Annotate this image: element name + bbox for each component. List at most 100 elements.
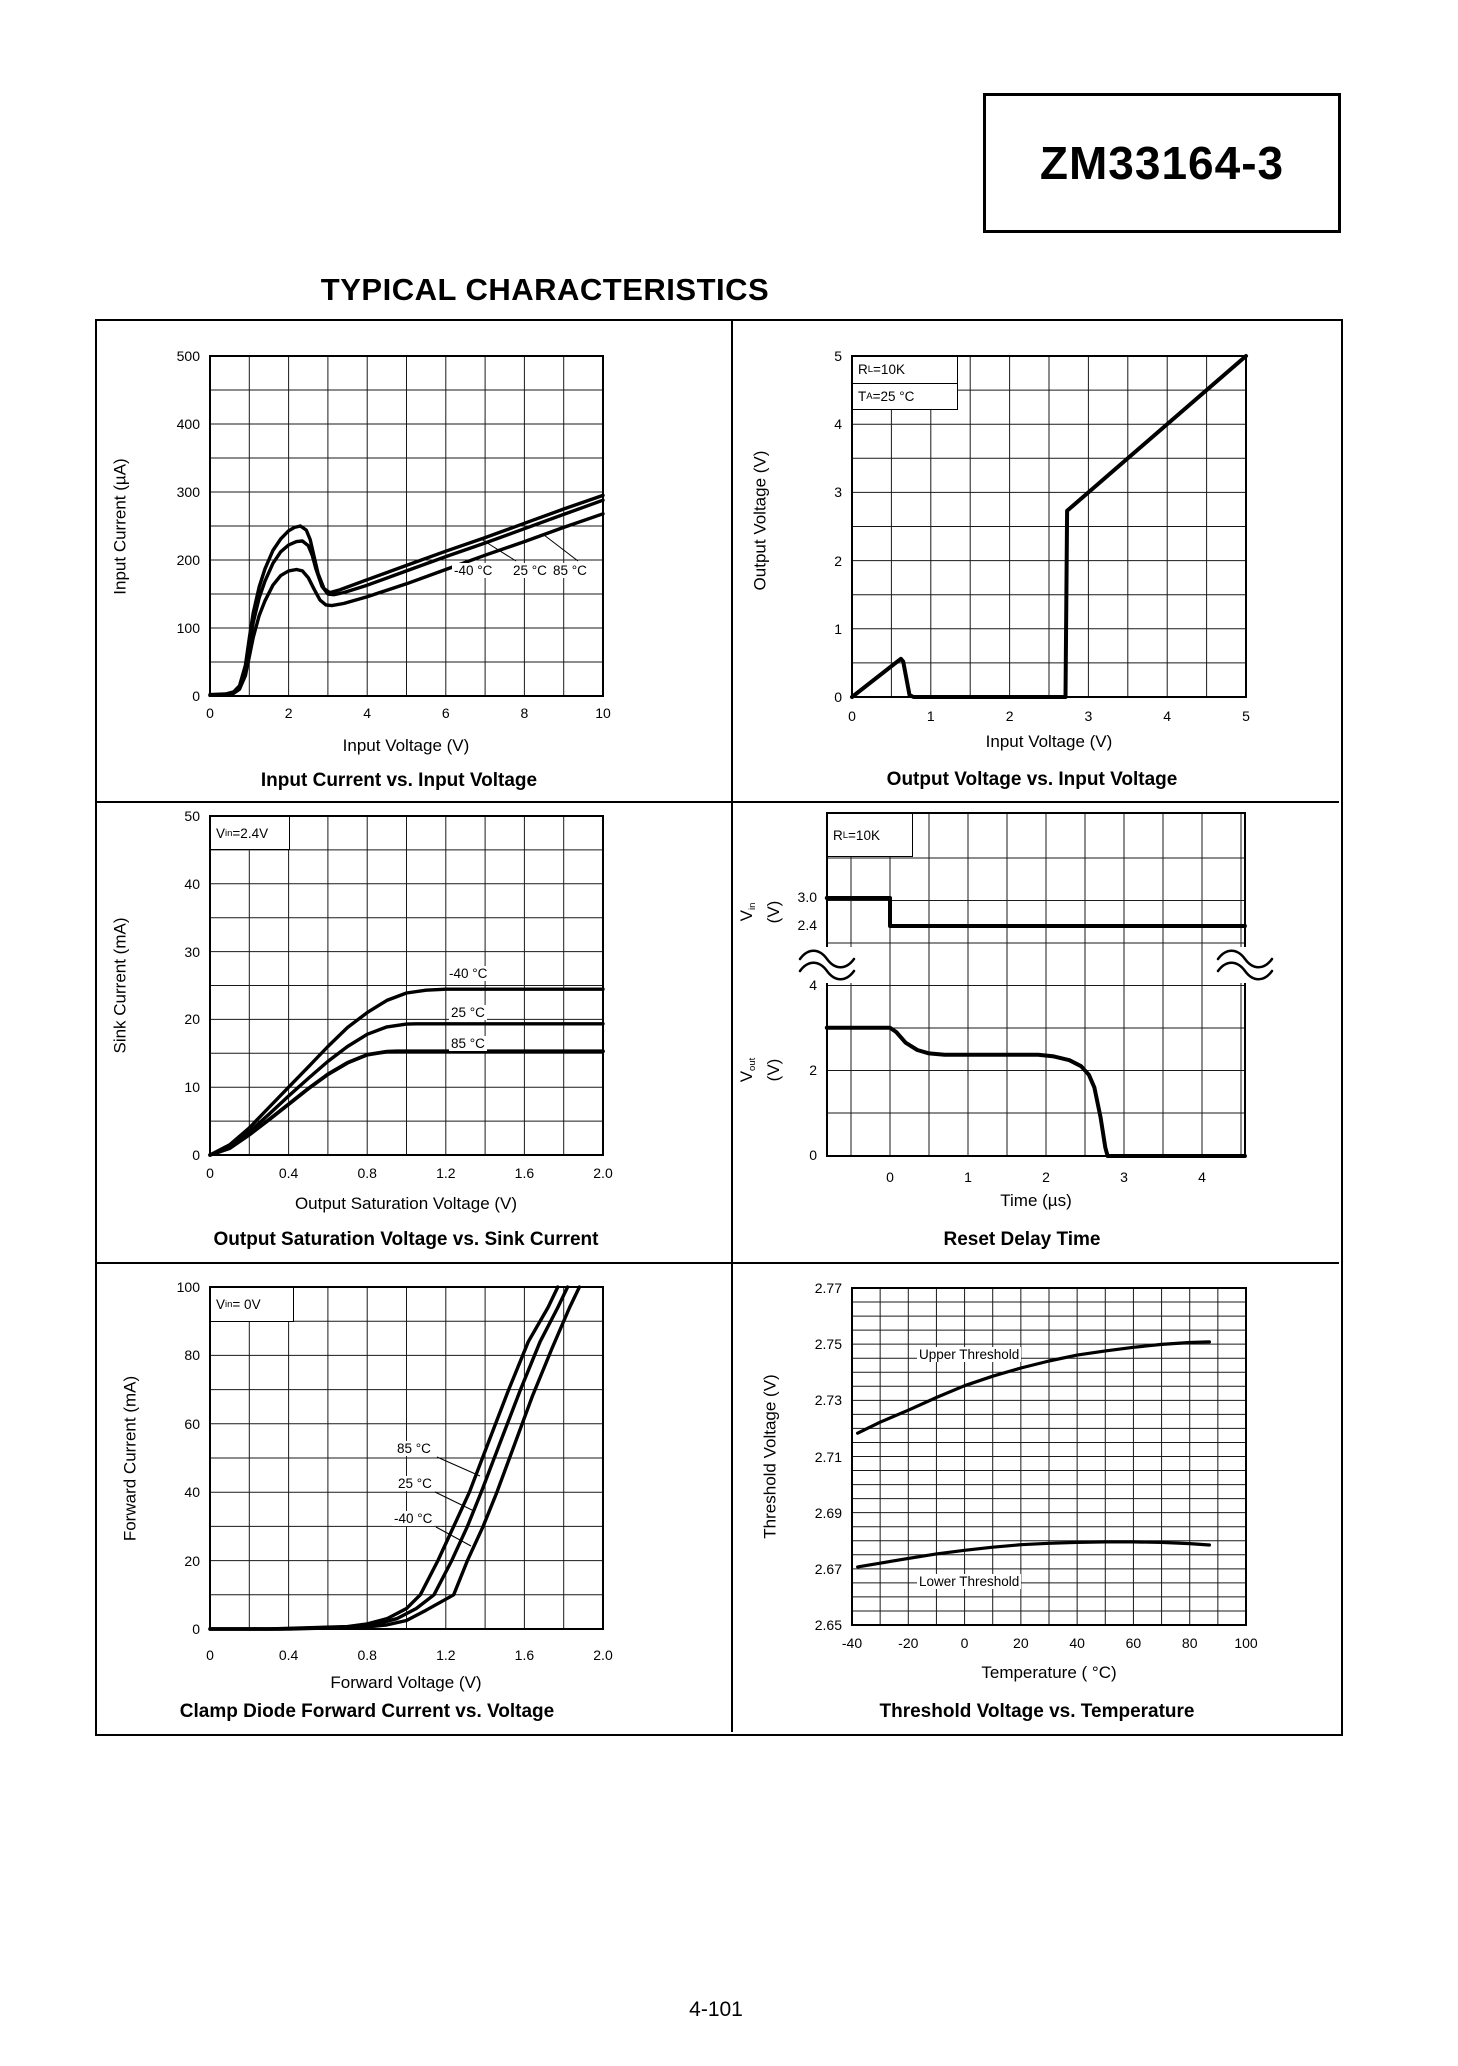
x-tick: 40 [1069, 1635, 1085, 1651]
y-tick: 200 [176, 552, 200, 568]
x-tick: 0 [960, 1635, 969, 1651]
chart-annotation: R L =10K T A =25 °C [852, 356, 958, 410]
y-tick: 40 [184, 1484, 200, 1501]
x-tick: 20 [1013, 1635, 1029, 1651]
chart4-title: Reset Delay Time [943, 1229, 1101, 1250]
chart2-xaxis-label: Input Voltage (V) [985, 732, 1113, 751]
y-tick: 100 [176, 620, 200, 636]
chart3-title: Output Saturation Voltage vs. Sink Curre… [213, 1229, 599, 1250]
chart-reset-delay-time [797, 812, 1275, 1158]
series--40-c [208, 1285, 582, 1631]
y-axis-label: Output Voltage (V) [750, 450, 770, 590]
x-tick: 8 [520, 705, 529, 721]
chart-input-current-vs-input-voltage [208, 355, 605, 697]
curve-label: Upper Threshold [917, 1347, 1022, 1362]
curve-label: 25 °C [396, 1476, 434, 1491]
chart6-xaxis-label: Temperature ( °C) [981, 1663, 1117, 1682]
x-tick: 1 [964, 1169, 972, 1185]
x-tick: 1.2 [436, 1647, 456, 1663]
frame-divider-row1 [95, 801, 1339, 803]
y-tick: 2.69 [814, 1504, 842, 1521]
chart1-title: Input Current vs. Input Voltage [260, 770, 538, 791]
y-tick: 5 [834, 348, 842, 364]
x-tick: 0 [886, 1169, 894, 1185]
x-tick: 0.8 [357, 1165, 377, 1181]
curve-label: 85 °C [551, 563, 589, 578]
y-tick: 80 [184, 1347, 200, 1364]
series-85-c [208, 1049, 605, 1157]
frame-divider-row2 [95, 1262, 1339, 1264]
x-tick: 4 [1163, 708, 1172, 724]
y-tick: 500 [176, 348, 200, 364]
frame-divider-vertical [731, 319, 733, 1732]
chart-annotation: R L =10K [827, 813, 913, 857]
chart1-xaxis-label: Input Voltage (V) [342, 736, 470, 755]
y-tick: 2.4 [797, 917, 817, 933]
x-tick: 1.2 [436, 1165, 456, 1181]
y-tick: 10 [184, 1079, 200, 1096]
y-tick: 2 [809, 1062, 817, 1078]
x-tick: 1.6 [514, 1165, 535, 1181]
series-vout [850, 354, 1248, 699]
x-tick: 0.4 [278, 1647, 299, 1663]
x-tick: 0 [206, 1165, 214, 1181]
chart5-xaxis-label: Forward Voltage (V) [330, 1673, 482, 1692]
charts-frame [95, 319, 1343, 1736]
series--40-c [208, 987, 605, 1157]
axis-break-icon [1216, 949, 1274, 969]
y-tick: 100 [176, 1279, 200, 1295]
axis-break-icon [798, 961, 856, 981]
y-tick: 4 [809, 977, 817, 993]
page-number: 4-101 [689, 1998, 743, 2021]
curve-label: 25 °C [449, 1005, 487, 1020]
y-tick: 0 [809, 1147, 817, 1163]
curve-label: 85 °C [395, 1441, 433, 1456]
y-tick: 0 [834, 689, 842, 705]
chart5-title: Clamp Diode Forward Current vs. Voltage [179, 1701, 555, 1722]
x-tick: 0.4 [278, 1165, 299, 1181]
y-tick: 4 [834, 416, 842, 433]
x-tick: 5 [1242, 708, 1250, 724]
x-tick: 0 [206, 705, 214, 721]
x-tick: 3 [1084, 708, 1093, 724]
y-tick: 40 [184, 875, 200, 892]
x-tick: 0 [206, 1647, 214, 1663]
x-tick: 2 [1005, 708, 1014, 724]
x-tick: 2 [1042, 1169, 1050, 1185]
axis-break-icon [1216, 961, 1274, 981]
y-tick: 2.73 [814, 1392, 842, 1409]
y-axis-label: Threshold Voltage (V) [760, 1373, 780, 1539]
y-tick: 2.77 [814, 1280, 842, 1296]
x-tick: 2 [284, 705, 293, 721]
y-tick: 30 [184, 943, 200, 960]
y-tick: 3.0 [797, 889, 817, 905]
x-tick: 4 [363, 705, 372, 721]
series-lower-threshold [856, 1540, 1211, 1569]
y-tick: 60 [184, 1415, 200, 1432]
y-tick: 0 [192, 1147, 200, 1163]
series-vout [824, 1025, 1247, 1158]
y-tick: 2.71 [814, 1448, 842, 1465]
x-tick: 60 [1125, 1635, 1142, 1651]
x-tick: 100 [1234, 1635, 1258, 1651]
x-tick: 10 [595, 705, 611, 721]
part-number-box: ZM33164-3 [983, 93, 1341, 233]
y-tick: 2.65 [814, 1617, 842, 1633]
y-tick: 2 [834, 552, 842, 569]
y-tick: 3 [834, 484, 842, 501]
curve-label: 85 °C [449, 1036, 487, 1051]
x-tick: 80 [1181, 1635, 1198, 1651]
curve-label: Lower Threshold [917, 1574, 1022, 1589]
chart4-xaxis-label: Time (µs) [1000, 1191, 1072, 1210]
series-85-c [208, 512, 605, 697]
curve-label: -40 °C [452, 563, 495, 578]
y-tick: 0 [192, 688, 200, 704]
x-tick: 4 [1198, 1169, 1206, 1185]
x-tick: 6 [441, 705, 450, 721]
page-title: TYPICAL CHARACTERISTICS [320, 272, 770, 307]
series-25-c [208, 1022, 605, 1157]
